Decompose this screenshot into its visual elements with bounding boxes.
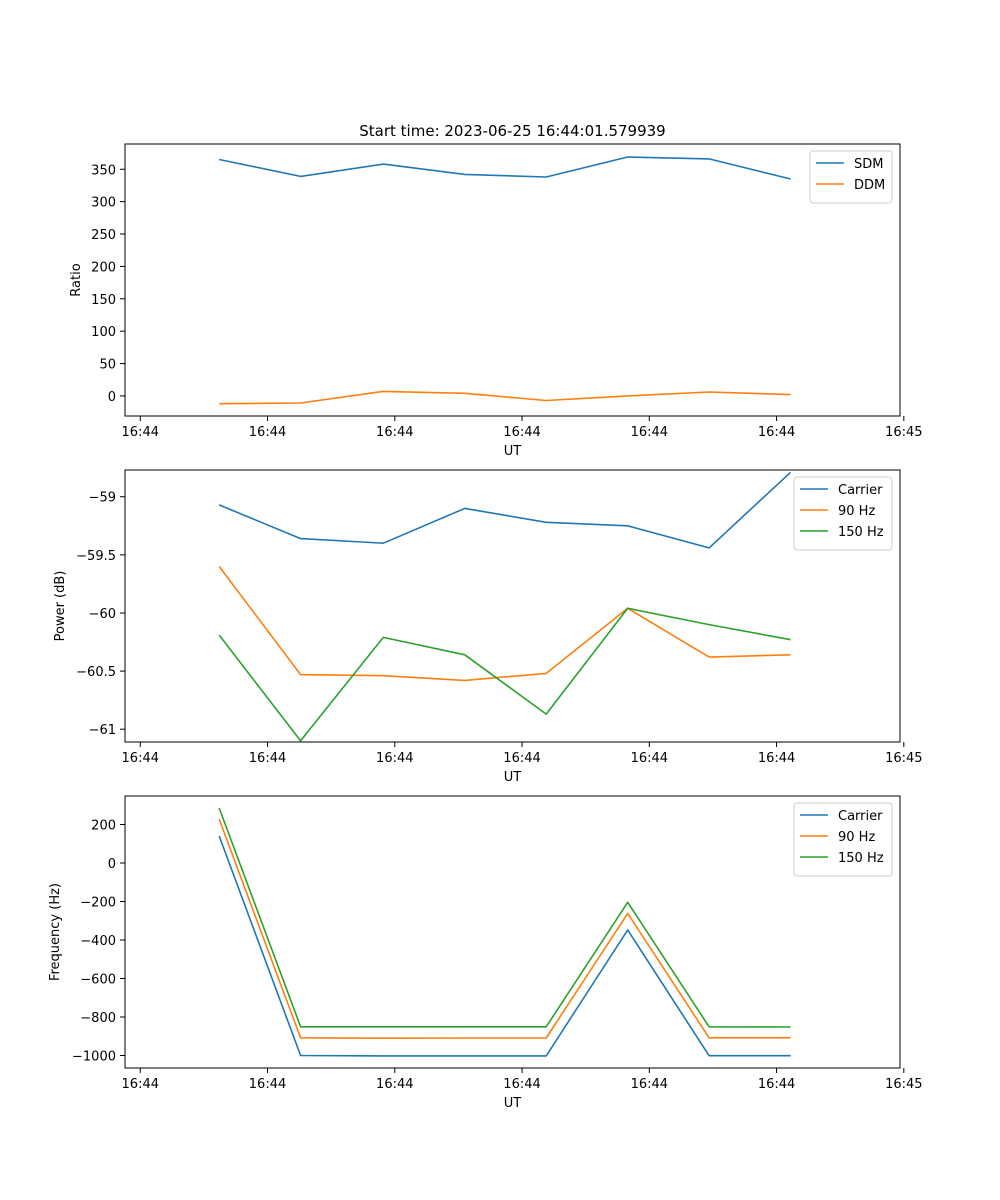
plot-frame [124,469,901,743]
plot-frame [124,143,901,417]
y-tick-label: −59 [89,491,116,506]
x-tick-label: 16:44 [631,1077,668,1092]
x-tick-label: 16:44 [503,425,540,440]
y-tick-label: 300 [91,196,116,211]
chart-title: Start time: 2023-06-25 16:44:01.579939 [359,122,665,140]
x-tick-label: 16:44 [503,751,540,766]
legend-entry: 90 Hz [838,830,875,845]
y-tick-label: −60.5 [76,665,116,680]
series-line-150-hz [218,607,791,742]
y-tick-label: 200 [91,260,116,275]
y-tick-label: −60 [89,607,116,622]
y-tick-label: 100 [91,325,116,340]
plot-frame [124,795,901,1069]
x-tick-label: 16:44 [376,751,413,766]
x-tick-label: 16:44 [376,425,413,440]
y-axis-label: Frequency (Hz) [48,883,63,981]
x-tick-label: 16:44 [376,1077,413,1092]
series-line-90-hz [218,818,791,1039]
legend: SDM DDM [809,150,893,204]
y-tick-label: 150 [91,293,116,308]
legend-entry: 150 Hz [838,525,884,540]
series-line-90-hz [218,566,791,682]
y-tick-label: −600 [80,972,116,987]
x-tick-label: 16:44 [758,425,795,440]
legend: Carrier 90 Hz 150 Hz [793,476,893,551]
x-axis-label: UT [504,444,522,459]
series-line-ddm [219,390,791,405]
y-tick-label: 0 [108,390,116,405]
x-tick-label: 16:44 [758,1077,795,1092]
x-tick-label: 16:44 [758,751,795,766]
x-tick-label: 16:45 [885,1077,922,1092]
x-tick-label: 16:44 [249,751,286,766]
y-tick-label: −1000 [72,1049,116,1064]
series-line-carrier [218,835,791,1057]
legend-entry: Carrier [838,483,883,498]
y-tick-label: 350 [91,163,116,178]
x-tick-label: 16:44 [249,1077,286,1092]
legend-entry: DDM [854,178,885,193]
x-tick-label: 16:44 [122,751,159,766]
x-axis-label: UT [504,770,522,785]
y-tick-label: −800 [80,1011,116,1026]
x-tick-label: 16:45 [885,425,922,440]
x-tick-label: 16:45 [885,751,922,766]
y-axis-label: Ratio [69,263,84,296]
y-tick-label: 0 [108,857,116,872]
legend-entry: 90 Hz [838,504,875,519]
chart-panel-1: Start time: 2023-06-25 16:44:01.579939 16… [69,122,923,459]
y-tick-label: 200 [91,818,116,833]
x-tick-label: 16:44 [122,425,159,440]
y-axis-label: Power (dB) [53,571,68,642]
y-tick-label: −59.5 [76,549,116,564]
x-tick-label: 16:44 [122,1077,159,1092]
legend-entry: SDM [854,157,883,172]
chart-panel-2: 16:44 16:44 16:44 16:44 16:44 16:44 16:45 UT −61… [53,469,923,785]
y-tick-label: −200 [80,895,116,910]
y-tick-label: 250 [91,228,116,243]
series-line-150-hz [218,807,791,1028]
y-tick-label: −61 [89,723,116,738]
y-tick-label: 50 [99,358,116,373]
legend-entry: Carrier [838,809,883,824]
legend-entry: 150 Hz [838,851,884,866]
series-line-sdm [219,156,791,180]
y-tick-label: −400 [80,934,116,949]
x-tick-label: 16:44 [631,751,668,766]
chart-panel-3: 16:44 16:44 16:44 16:44 16:44 16:44 16:45 UT −10… [48,795,923,1111]
x-tick-label: 16:44 [631,425,668,440]
x-axis-label: UT [504,1096,522,1111]
x-tick-label: 16:44 [503,1077,540,1092]
legend: Carrier 90 Hz 150 Hz [793,802,893,877]
x-tick-label: 16:44 [249,425,286,440]
series-line-carrier [218,471,792,549]
legend-box [809,150,893,204]
